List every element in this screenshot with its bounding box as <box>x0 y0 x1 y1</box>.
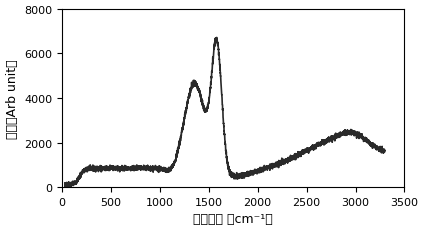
X-axis label: 拉曼位移 （cm⁻¹）: 拉曼位移 （cm⁻¹） <box>193 213 273 225</box>
Y-axis label: 强度（Arb unit）: 强度（Arb unit） <box>6 59 19 138</box>
